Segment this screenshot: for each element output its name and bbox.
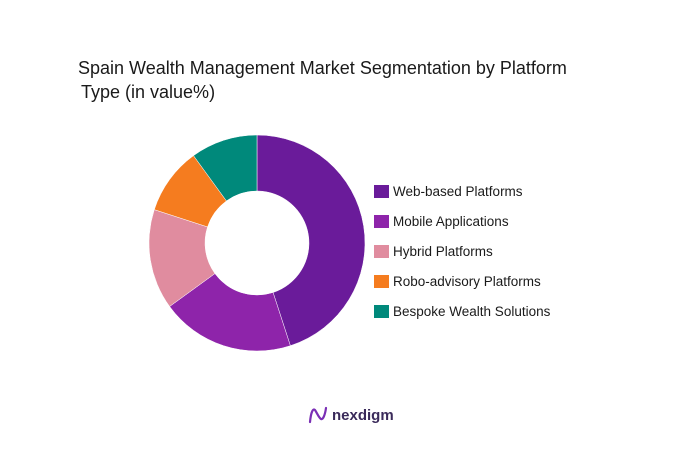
- legend-label: Web-based Platforms: [393, 183, 523, 199]
- legend-swatch: [374, 304, 389, 318]
- legend-label: Bespoke Wealth Solutions: [393, 303, 551, 319]
- chart-title-line2: Type (in value%): [81, 82, 216, 102]
- brand-name: nexdigm: [332, 406, 394, 424]
- legend-item: Hybrid Platforms: [374, 236, 550, 266]
- legend-swatch: [374, 244, 389, 258]
- legend-label: Hybrid Platforms: [393, 243, 493, 259]
- donut-slice-1: [169, 273, 291, 352]
- legend-label: Robo-advisory Platforms: [393, 273, 541, 289]
- legend-item: Bespoke Wealth Solutions: [374, 296, 550, 326]
- donut-slice-0: [256, 134, 366, 347]
- donut-slice-4: [193, 134, 258, 202]
- chart-legend: Web-based Platforms Mobile Applications …: [374, 176, 550, 326]
- legend-item: Robo-advisory Platforms: [374, 266, 550, 296]
- legend-swatch: [374, 184, 389, 198]
- nexdigm-logo-icon: [308, 406, 328, 424]
- legend-label: Mobile Applications: [393, 213, 509, 229]
- chart-title: Spain Wealth Management Market Segmentat…: [78, 56, 638, 104]
- chart-title-line1: Spain Wealth Management Market Segmentat…: [78, 58, 567, 78]
- legend-swatch: [374, 214, 389, 228]
- legend-item: Web-based Platforms: [374, 176, 550, 206]
- brand-logo: nexdigm: [308, 406, 394, 424]
- legend-swatch: [374, 274, 389, 288]
- legend-item: Mobile Applications: [374, 206, 550, 236]
